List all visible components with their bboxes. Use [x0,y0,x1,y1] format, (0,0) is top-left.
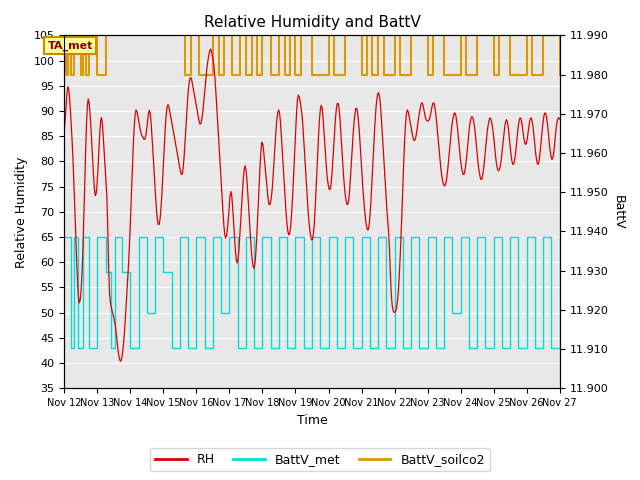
Y-axis label: Relative Humidity: Relative Humidity [15,156,28,267]
Y-axis label: BattV: BattV [612,194,625,229]
Legend: RH, BattV_met, BattV_soilco2: RH, BattV_met, BattV_soilco2 [150,448,490,471]
Text: TA_met: TA_met [47,40,93,51]
X-axis label: Time: Time [296,414,328,427]
Title: Relative Humidity and BattV: Relative Humidity and BattV [204,15,420,30]
